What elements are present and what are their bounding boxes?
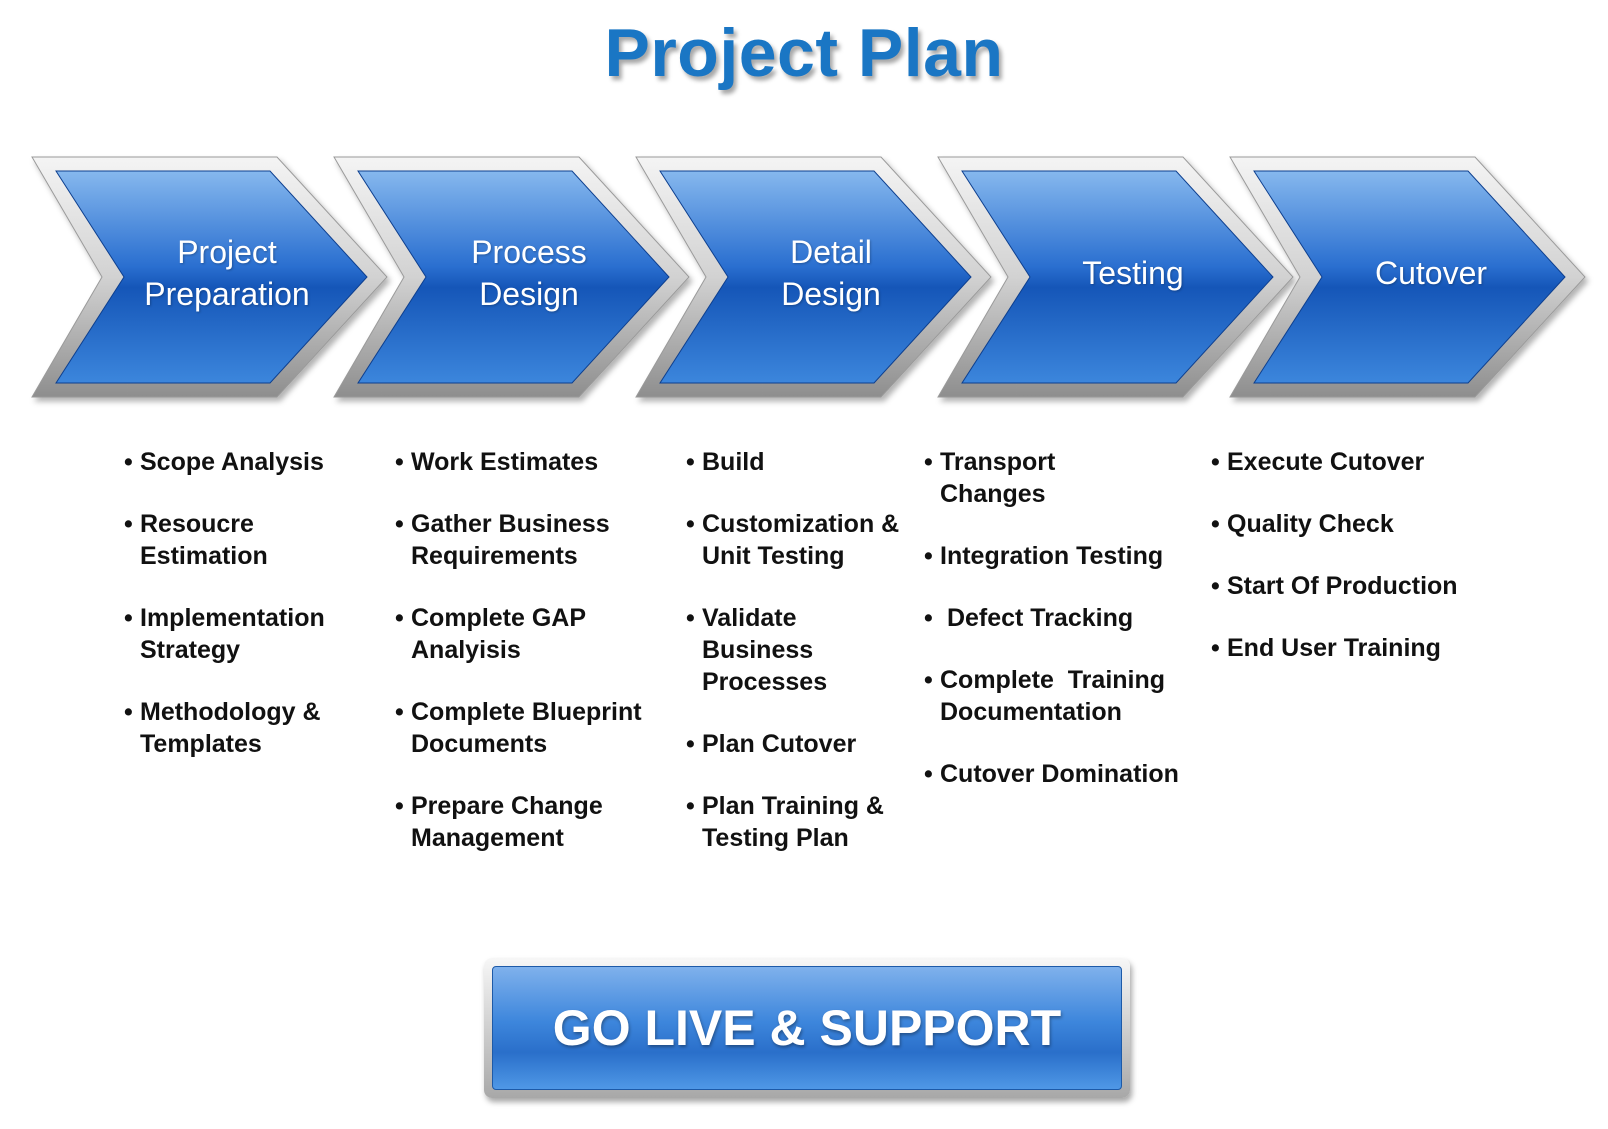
- task-item: Implementation Strategy: [124, 602, 340, 666]
- phase-label-line: Cutover: [1374, 255, 1488, 291]
- chevron-phase-5: [1253, 170, 1566, 384]
- phase-label-line: Testing: [1082, 255, 1184, 291]
- chevron-phase-4: [961, 170, 1274, 384]
- page-title: Project Plan: [604, 15, 1004, 91]
- task-item: Plan Training & Testing Plan: [686, 790, 917, 854]
- task-item: Build: [686, 446, 916, 478]
- task-item: Complete Blueprint Documents: [395, 696, 673, 760]
- chevron-phase-1: [55, 170, 368, 384]
- task-item: Customization & Unit Testing: [686, 508, 907, 572]
- task-item: Prepare Change Management: [395, 790, 641, 854]
- phase-label-line: Design: [781, 276, 881, 312]
- tasks-column-4: Transport Changes Integration Testing De…: [924, 446, 1214, 820]
- go-live-support-label: GO LIVE & SUPPORT: [552, 1000, 1062, 1056]
- task-item: Complete Training Documentation: [924, 664, 1202, 728]
- phase-label-2: Process Design: [399, 231, 659, 315]
- go-live-support-face: GO LIVE & SUPPORT: [492, 966, 1122, 1090]
- tasks-column-2: Work Estimates Gather Business Requireme…: [395, 446, 675, 884]
- task-item: Work Estimates: [395, 446, 675, 478]
- phase-chevrons: [31, 156, 1586, 398]
- tasks-column-3: Build Customization & Unit Testing Valid…: [686, 446, 916, 884]
- chevron-phase-2: [357, 170, 670, 384]
- phase-label-line: Project: [177, 234, 277, 270]
- phase-label-line: Preparation: [144, 276, 310, 312]
- task-item: Complete GAP Analyisis: [395, 602, 621, 666]
- task-item: Methodology & Templates: [124, 696, 360, 760]
- task-item: Cutover Domination: [924, 758, 1214, 790]
- task-item: Validate Business Processes: [686, 602, 862, 698]
- go-live-support-button[interactable]: GO LIVE & SUPPORT: [484, 958, 1130, 1098]
- phase-label-line: Process: [471, 234, 587, 270]
- task-item: End User Training: [1211, 632, 1511, 664]
- phase-label-1: Project Preparation: [97, 231, 357, 315]
- task-item: Quality Check: [1211, 508, 1511, 540]
- task-item: Integration Testing: [924, 540, 1214, 572]
- tasks-column-5: Execute Cutover Quality Check Start Of P…: [1211, 446, 1511, 694]
- task-item: Scope Analysis: [124, 446, 364, 478]
- phase-label-3: Detail Design: [701, 231, 961, 315]
- phase-label-4: Testing: [1003, 252, 1263, 294]
- phase-label-line: Detail: [790, 234, 872, 270]
- task-item: Resoucre Estimation: [124, 508, 300, 572]
- task-item: Plan Cutover: [686, 728, 916, 760]
- phase-label-5: Cutover: [1301, 252, 1561, 294]
- task-item: Transport Changes: [924, 446, 1090, 510]
- task-item: Execute Cutover: [1211, 446, 1511, 478]
- phase-label-line: Design: [479, 276, 579, 312]
- tasks-column-1: Scope Analysis Resoucre Estimation Imple…: [124, 446, 364, 790]
- task-item: Defect Tracking: [924, 602, 1214, 634]
- chevron-phase-3: [659, 170, 972, 384]
- task-item: Start Of Production: [1211, 570, 1511, 602]
- task-item: Gather Business Requirements: [395, 508, 656, 572]
